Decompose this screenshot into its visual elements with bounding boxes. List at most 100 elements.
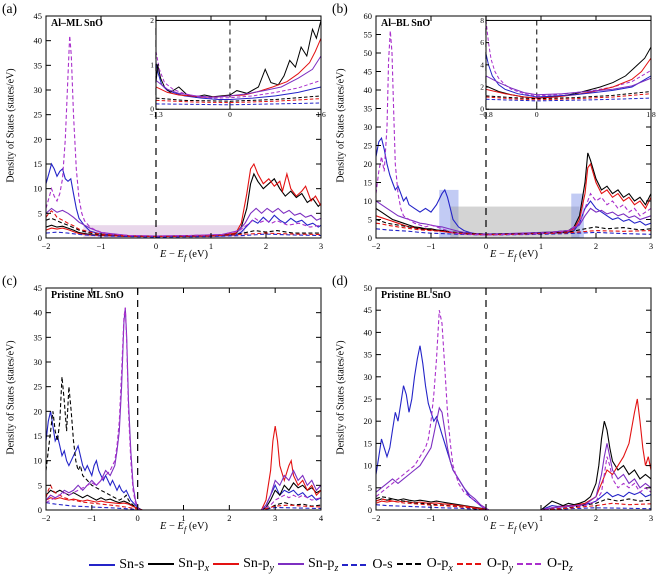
svg-text:15: 15 [364,438,373,448]
legend-label: O-px [426,555,453,574]
svg-text:1: 1 [539,241,543,251]
svg-text:0: 0 [480,105,484,114]
svg-text:−1: −1 [426,513,435,523]
svg-text:25: 25 [364,141,373,151]
panel-a-title: Al–ML SnO [51,18,103,29]
series-O-py [46,483,321,510]
y-axis: 0 5 10 15 20 25 30 35 40 45 [34,283,321,515]
y-axis-title: Density of States (states/eV) [335,68,347,183]
x-axis: −2 −1 0 1 2 3 [41,16,323,251]
series-O-pz [46,307,321,510]
svg-text:4: 4 [480,60,484,69]
inset-series-O-py [486,93,651,101]
svg-text:40: 40 [364,327,373,337]
axes-box [45,287,322,511]
series-O-py [46,210,321,238]
svg-text:15: 15 [34,431,43,441]
svg-text:5: 5 [368,483,372,493]
svg-text:20: 20 [34,134,43,144]
series-O-py [376,222,651,236]
axes-box [375,287,652,511]
svg-text:40: 40 [34,36,43,46]
series-Sn-py [46,162,321,238]
svg-text:35: 35 [364,350,373,360]
panel-b-title: Al–BL SnO [381,18,431,29]
inset-series-Sn-pz [156,55,321,98]
legend-label: O-s [372,556,393,572]
series-Sn-pz [376,406,651,510]
svg-text:55: 55 [364,30,373,40]
legend-line-sample-icon [213,563,240,566]
svg-text:60: 60 [364,11,373,21]
panel-d-tag: (d) [332,273,348,288]
highlight-region [439,189,459,238]
series-O-pz [46,35,321,237]
x-axis-title: E − Ef (eV) [159,249,209,263]
series-Sn-s [376,345,651,510]
series-Sn-px [376,421,651,510]
legend-label: O-py [486,555,514,574]
legend-label: Sn-px [178,555,210,574]
series-Sn-s [46,411,321,510]
legend-label: Sn-pz [307,555,339,574]
svg-text:−2: −2 [41,241,50,251]
svg-text:45: 45 [34,283,43,293]
series-O-s [376,228,651,236]
svg-text:−2: −2 [371,241,380,251]
svg-text:1: 1 [150,60,154,69]
svg-text:0: 0 [150,105,154,114]
x-axis-title: E − Ef (eV) [489,249,539,263]
legend-label: Sn-py [243,555,274,574]
svg-text:3: 3 [649,513,653,523]
x-axis-title: E − Ef (eV) [159,521,209,535]
series-O-py [376,498,651,510]
panel-grid: (a) Al–ML SnO Density of States (states/… [0,1,656,544]
svg-text:−1.3: −1.3 [149,110,163,119]
svg-text:0: 0 [484,513,488,523]
inset-series-O-s [486,97,651,102]
svg-text:−2: −2 [41,513,50,523]
svg-text:2: 2 [264,241,268,251]
panel-c: (c) Pristine ML SnO Density of States (s… [0,272,330,544]
inset-series-Sn-s [486,53,651,98]
inset-series-O-px [156,95,321,102]
legend-item-sn-pz: Sn-pz [276,555,339,574]
svg-text:10: 10 [34,184,43,194]
x-axis: −2 −1 0 1 2 3 4 [41,288,324,523]
svg-text:2: 2 [594,241,598,251]
svg-text:30: 30 [364,122,373,132]
svg-text:40: 40 [364,85,373,95]
legend-item-o-px: O-px [395,555,453,574]
svg-text:10: 10 [34,456,43,466]
svg-text:1.8: 1.8 [646,110,656,119]
panel-b-tag: (b) [332,1,348,16]
legend-line-sample-icon [517,563,544,566]
svg-text:3: 3 [273,513,277,523]
svg-text:3: 3 [319,241,323,251]
svg-text:−2: −2 [371,513,380,523]
panel-d-title: Pristine BL SnO [381,290,452,301]
inset-series-O-pz [156,51,321,99]
svg-text:4: 4 [319,513,324,523]
svg-text:10: 10 [364,196,373,206]
series-Sn-py [46,426,321,510]
legend-line-sample-icon [277,563,304,566]
svg-text:35: 35 [34,60,43,70]
legend-label: O-pz [547,555,573,574]
svg-text:0: 0 [484,241,488,251]
panel-a-tag: (a) [2,1,17,16]
svg-text:5: 5 [38,208,42,218]
legend-label: Sn-s [119,556,145,572]
plot-area [46,288,321,510]
series-O-px [46,376,321,510]
panel-c-title: Pristine ML SnO [51,290,124,301]
svg-text:0: 0 [38,505,42,515]
x-axis: −2 −1 0 1 2 3 [371,16,653,251]
inset-series-O-s [156,102,321,106]
legend-line-sample-icon [342,563,369,566]
panel-c-tag: (c) [2,273,17,288]
plot-area [376,16,651,238]
